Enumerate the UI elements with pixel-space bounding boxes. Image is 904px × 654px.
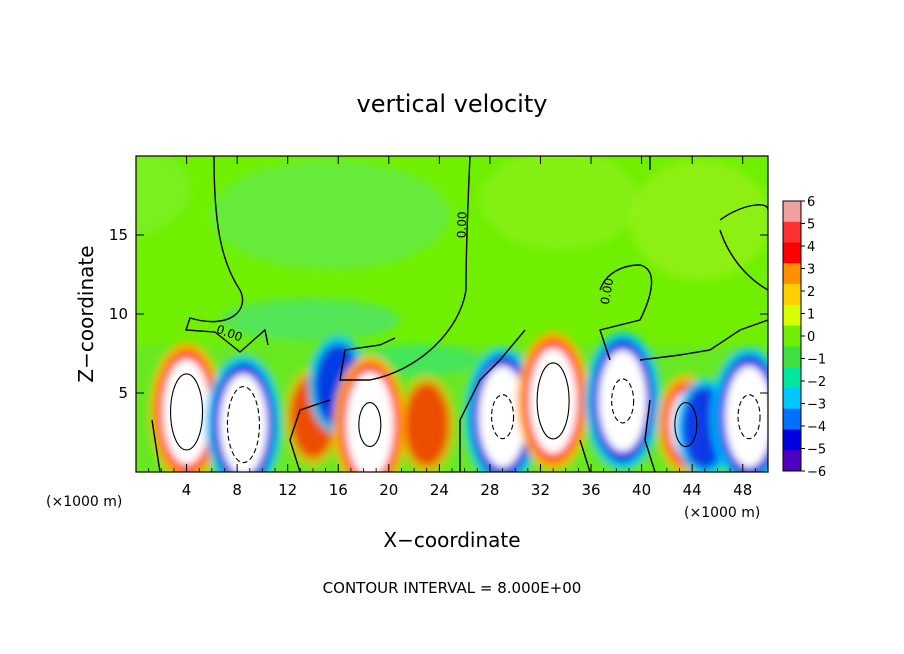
colorbar-swatch bbox=[783, 387, 801, 410]
x-unit-label-right: (×1000 m) bbox=[684, 505, 760, 521]
colorbar-swatch bbox=[783, 367, 801, 389]
chart-title: vertical velocity bbox=[357, 90, 548, 118]
downdraft-saturated bbox=[725, 365, 768, 468]
colorbar-label: 6 bbox=[807, 195, 815, 210]
field-background-patch bbox=[136, 156, 190, 239]
contour-interval-note: CONTOUR INTERVAL = 8.000E+00 bbox=[323, 579, 582, 597]
colorbar-label: 1 bbox=[807, 308, 815, 323]
colorbar-swatch bbox=[783, 221, 801, 244]
y-tick-label: 5 bbox=[118, 384, 128, 402]
plot-area bbox=[136, 156, 768, 472]
colorbar-swatch bbox=[783, 429, 801, 451]
downdraft-contour bbox=[737, 394, 761, 440]
colorbar-label: 0 bbox=[807, 330, 815, 345]
colorbar-swatch bbox=[783, 284, 801, 306]
zero-contour bbox=[579, 399, 656, 472]
x-tick-label: 8 bbox=[232, 481, 242, 499]
colorbar: 6 5 4 3 2 1 0 −1 −2 −3 −4 −5 −6 bbox=[782, 195, 826, 480]
colorbar-swatch bbox=[783, 408, 801, 430]
colorbar-label: −5 bbox=[807, 443, 826, 458]
x-tick-label: 4 bbox=[182, 481, 192, 499]
colorbar-label: −4 bbox=[807, 420, 826, 435]
colorbar-swatch bbox=[783, 263, 801, 285]
field-background-patch bbox=[630, 160, 768, 280]
colorbar-label: −6 bbox=[807, 465, 826, 480]
updraft-saturated bbox=[529, 347, 578, 454]
contour-lines bbox=[151, 156, 768, 472]
zero-contour bbox=[719, 204, 768, 291]
zero-contour bbox=[151, 329, 526, 472]
zero-contour bbox=[639, 319, 768, 361]
colorbar-label: 5 bbox=[807, 218, 815, 233]
y-axis-ticks: 5 10 15 bbox=[109, 226, 768, 402]
colorbar-swatch bbox=[783, 304, 801, 327]
zero-contour bbox=[339, 156, 471, 381]
x-tick-label: 32 bbox=[531, 481, 550, 499]
x-tick-label: 24 bbox=[430, 481, 449, 499]
updraft-contour bbox=[536, 362, 570, 440]
x-tick-label: 20 bbox=[379, 481, 398, 499]
x-axis-ticks: 4 8 12 16 20 24 28 32 36 40 44 48 bbox=[148, 156, 756, 499]
x-tick-label: 36 bbox=[581, 481, 600, 499]
x-tick-label: 16 bbox=[329, 481, 348, 499]
x-tick-label: 12 bbox=[278, 481, 297, 499]
colorbar-swatch bbox=[783, 242, 801, 264]
y-tick-label: 15 bbox=[109, 226, 128, 244]
field-background-patch bbox=[480, 156, 640, 250]
colorbar-swatch bbox=[783, 346, 801, 368]
updraft-contour bbox=[674, 402, 698, 448]
updraft-saturated bbox=[345, 371, 394, 472]
downdraft-contour bbox=[611, 378, 635, 424]
colorbar-label: 2 bbox=[807, 285, 815, 300]
x-unit-label-left: (×1000 m) bbox=[46, 494, 122, 510]
velocity-field bbox=[136, 156, 768, 472]
colorbar-swatch bbox=[783, 325, 801, 347]
zero-contour bbox=[599, 156, 653, 361]
downdraft-saturated bbox=[598, 349, 647, 452]
downdraft-contour bbox=[226, 386, 260, 464]
downdraft-contour bbox=[491, 394, 515, 440]
contour-label: 0.00 bbox=[598, 277, 616, 306]
colorbar-label: −3 bbox=[807, 398, 826, 413]
y-tick-label: 10 bbox=[109, 305, 128, 323]
field-background-patch bbox=[210, 160, 450, 270]
colorbar-swatch bbox=[783, 201, 801, 223]
downdraft-saturated bbox=[478, 365, 527, 468]
downdraft-saturated bbox=[219, 373, 268, 472]
colorbar-label: −1 bbox=[807, 353, 826, 368]
colorbar-label: 4 bbox=[807, 240, 815, 255]
x-tick-label: 44 bbox=[683, 481, 702, 499]
colorbar-label: −2 bbox=[807, 375, 826, 390]
y-axis-label: Z−coordinate bbox=[74, 245, 98, 382]
colorbar-label: 3 bbox=[807, 263, 815, 278]
updraft-saturated bbox=[162, 358, 211, 465]
zero-contour bbox=[185, 156, 269, 353]
x-tick-label: 28 bbox=[480, 481, 499, 499]
colorbar-swatch bbox=[783, 450, 801, 472]
updraft-contour bbox=[358, 402, 382, 448]
updraft-core bbox=[404, 383, 449, 466]
field-background-patch bbox=[220, 298, 400, 342]
x-axis-label: X−coordinate bbox=[383, 528, 520, 552]
x-tick-label: 40 bbox=[632, 481, 651, 499]
x-tick-label: 48 bbox=[733, 481, 752, 499]
contour-label: 0.00 bbox=[455, 211, 470, 238]
updraft-contour bbox=[170, 373, 204, 451]
